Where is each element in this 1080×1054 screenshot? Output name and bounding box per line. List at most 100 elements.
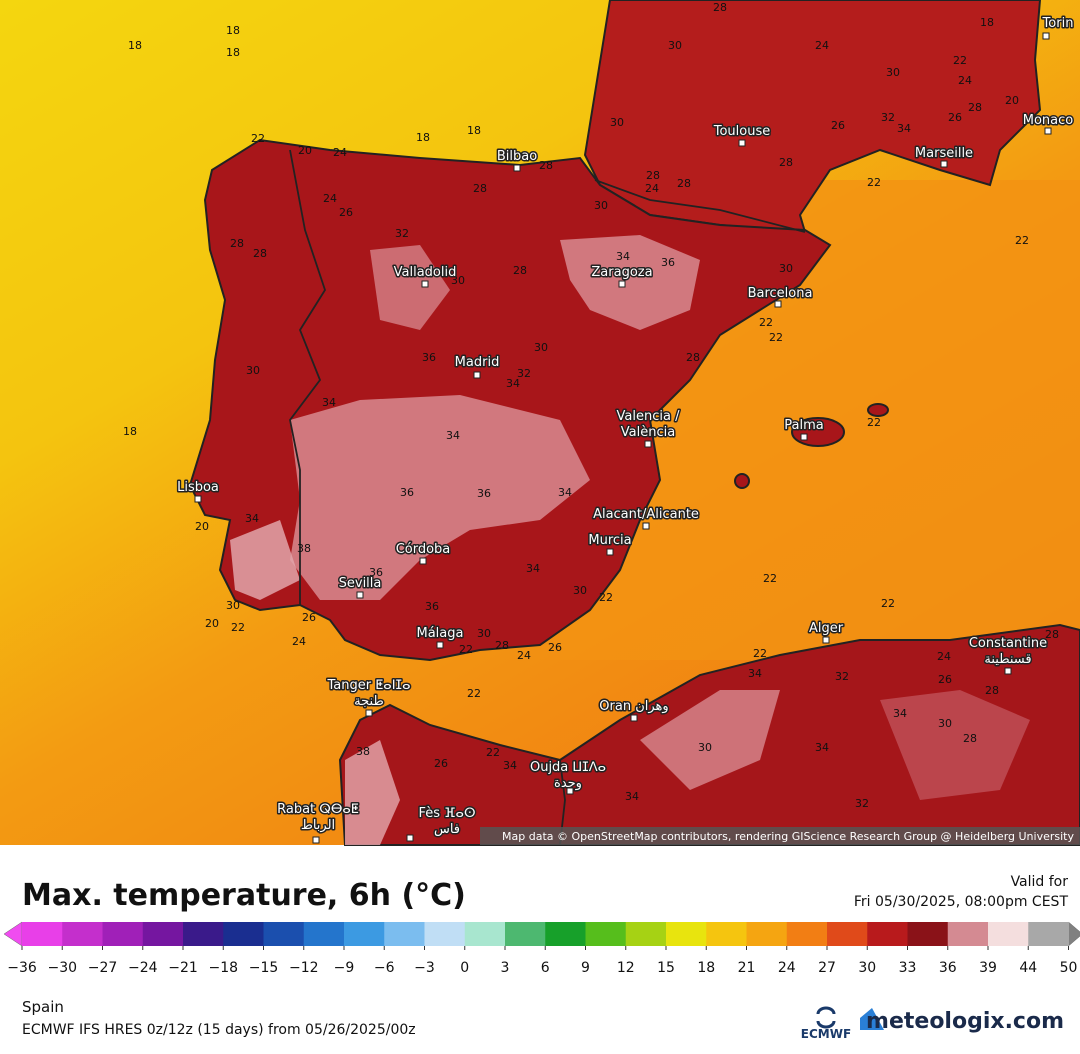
- contour-label: 28: [646, 169, 660, 182]
- contour-label: 34: [616, 250, 630, 263]
- contour-label: 30: [477, 627, 491, 640]
- attribution-bar: [480, 827, 1080, 845]
- colorbar-tick-label: −15: [249, 960, 279, 976]
- contour-label: 20: [298, 144, 312, 157]
- contour-label: 28: [513, 264, 527, 277]
- border-spain-france: [594, 179, 806, 233]
- contour-label: 36: [477, 487, 491, 500]
- colorbar-swatch: [384, 922, 425, 946]
- contour-label: 26: [434, 757, 448, 770]
- contour-label: 28: [713, 1, 727, 14]
- contour-label: 28: [677, 177, 691, 190]
- contour-label: 18: [226, 46, 240, 59]
- contour-label: 34: [625, 790, 639, 803]
- hot-area: [290, 395, 590, 600]
- contour-label: 30: [246, 364, 260, 377]
- contour-label: 24: [815, 39, 829, 52]
- city-dot: [421, 280, 429, 288]
- contour-label: 22: [769, 331, 783, 344]
- contour-label: 18: [128, 39, 142, 52]
- contour-label: 30: [938, 717, 952, 730]
- city-label: Bilbao: [497, 149, 537, 164]
- contour-label: 22: [867, 416, 881, 429]
- colorbar-swatch: [827, 922, 868, 946]
- colorbar-tick-label: 21: [738, 960, 756, 976]
- region: Spain: [22, 998, 64, 1016]
- colorbar-swatch: [22, 922, 63, 946]
- contour-label: 34: [748, 667, 762, 680]
- city-label: وجدة: [554, 776, 582, 791]
- contour-label: 22: [459, 643, 473, 656]
- colorbar-tick-label: 27: [818, 960, 836, 976]
- city-dot: [738, 139, 746, 147]
- colorbar-tick-label: −24: [128, 960, 158, 976]
- colorbar-tick-label: 12: [617, 960, 635, 976]
- city-label: Alacant/Alicante: [593, 507, 699, 522]
- hot-area: [370, 245, 450, 330]
- menorca: [867, 403, 889, 417]
- city-dot: [606, 548, 614, 556]
- contour-label: 36: [425, 600, 439, 613]
- contour-label: 30: [451, 274, 465, 287]
- city-dot: [630, 714, 638, 722]
- contour-label: 30: [573, 584, 587, 597]
- contour-label: 22: [1015, 234, 1029, 247]
- contour-label: 30: [886, 66, 900, 79]
- colorbar-tick-label: −3: [414, 960, 435, 976]
- city-dot: [473, 371, 481, 379]
- city-dot: [800, 433, 808, 441]
- colorbar-swatch: [746, 922, 788, 946]
- contour-label: 24: [517, 649, 531, 662]
- city-dot: [436, 641, 444, 649]
- colorbar-swatch: [142, 922, 184, 946]
- contour-label: 36: [400, 486, 414, 499]
- colorbar-tick-label: 18: [697, 960, 715, 976]
- city-label: Lisboa: [177, 480, 219, 495]
- contour-label: 22: [231, 621, 245, 634]
- city-dot: [940, 160, 948, 168]
- city-dot: [356, 591, 364, 599]
- city-dot: [822, 636, 830, 644]
- colorbar-swatch: [947, 922, 989, 946]
- contour-label: 22: [881, 597, 895, 610]
- colorbar-swatch: [223, 922, 264, 946]
- colorbar-tick-label: −9: [334, 960, 355, 976]
- contour-label: 22: [763, 572, 777, 585]
- colorbar-swatch: [666, 922, 707, 946]
- contour-label: 32: [835, 670, 849, 683]
- colorbar-tick-label: −6: [374, 960, 395, 976]
- contour-label: 36: [661, 256, 675, 269]
- colorbar-tick-label: 39: [979, 960, 997, 976]
- hot-area: [640, 690, 780, 790]
- city-dot: [406, 834, 414, 842]
- meteologix-icon: [860, 1008, 884, 1030]
- contour-label: 38: [356, 745, 370, 758]
- city-label: Torin: [1042, 16, 1074, 31]
- contour-label: 26: [302, 611, 316, 624]
- colorbar-swatch: [464, 922, 506, 946]
- city-label: Rabat ⵕⴱⴰⵟ: [277, 802, 359, 817]
- contour-label: 18: [123, 425, 137, 438]
- contour-label: 36: [369, 566, 383, 579]
- colorbar-swatch: [867, 922, 908, 946]
- border-spain-portugal: [289, 149, 326, 605]
- city-label: Constantine: [969, 636, 1047, 651]
- attribution: Map data © OpenStreetMap contributors, r…: [502, 830, 1074, 843]
- contour-label: 30: [610, 116, 624, 129]
- city-label: Barcelona: [748, 286, 813, 301]
- valid-label: Valid for: [1011, 874, 1069, 890]
- contour-label: 28: [230, 237, 244, 250]
- contour-label: 24: [323, 192, 337, 205]
- city-label: Murcia: [588, 533, 631, 548]
- hot-area: [880, 690, 1030, 800]
- contour-label: 28: [779, 156, 793, 169]
- contour-label: 36: [422, 351, 436, 364]
- contour-label: 24: [292, 635, 306, 648]
- city-dot: [365, 709, 373, 717]
- contour-label: 30: [226, 599, 240, 612]
- contour-label: 28: [963, 732, 977, 745]
- city-dot: [644, 440, 652, 448]
- colorbar-tick-label: 44: [1019, 960, 1037, 976]
